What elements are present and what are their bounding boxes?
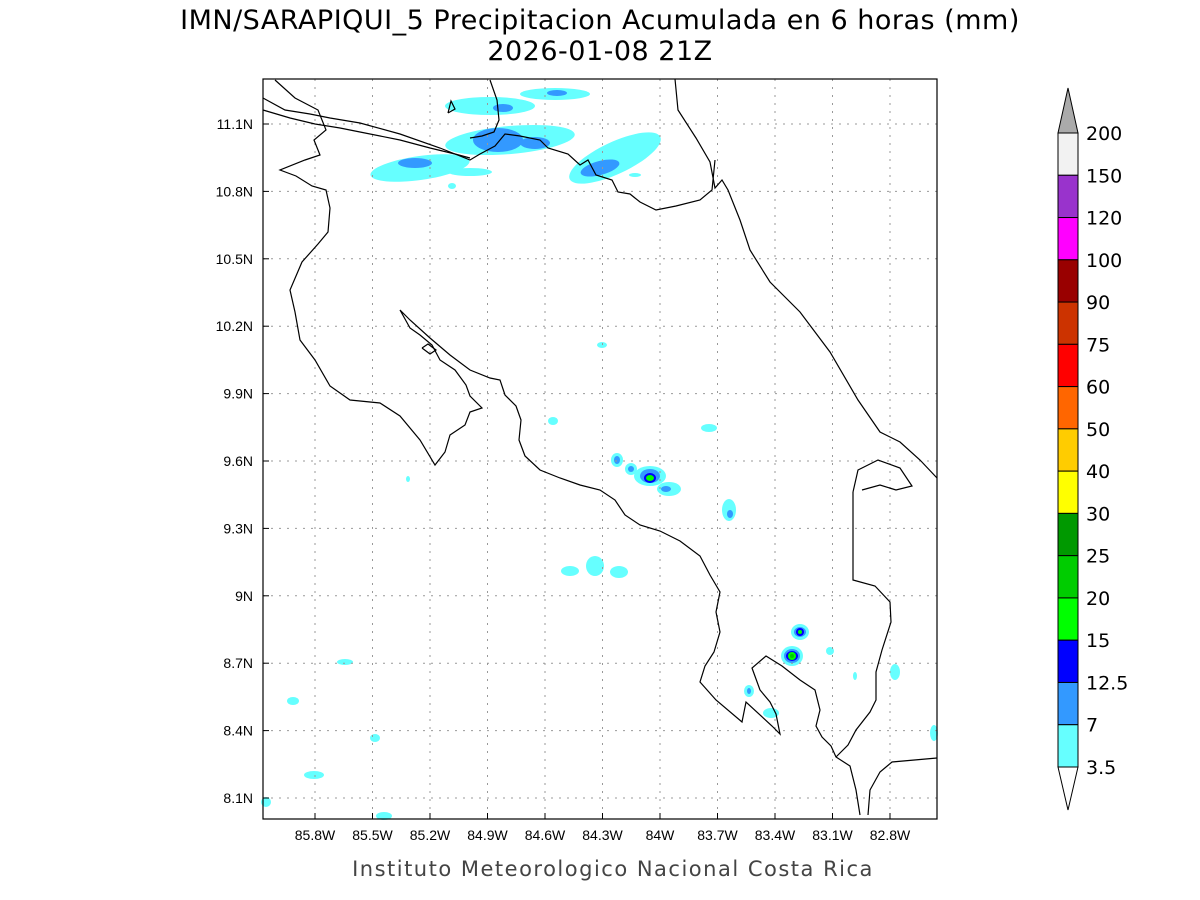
colorbar-label: 50 [1086,419,1110,441]
coastlines-and-borders [262,78,938,816]
colorbar-label: 12.5 [1086,672,1128,694]
colorbar-label: 200 [1086,123,1122,145]
latitude-label: 8.1N [223,790,253,806]
longitude-label: 85.2W [410,827,451,843]
colorbar-label: 40 [1086,461,1110,483]
colorbar-label: 60 [1086,377,1110,399]
colorbar-swatch [1057,470,1079,514]
bocas-coastline [852,459,913,493]
latitude-label: 9N [235,588,253,604]
longitude-label: 84.6W [525,827,566,843]
latitude-labels: 11.1N 10.8N 10.5N 10.2N 9.9N 9.6N 9.3N 9N 8.7N 8.… [216,116,269,806]
colorbar-swatch [1057,386,1079,430]
map-gridlines [263,79,937,819]
colorbar-swatch [1057,681,1079,726]
precipitation-field [261,88,938,820]
nicaragua-border [262,97,716,211]
colorbar-swatch [1057,639,1079,683]
colorbar-swatch [1057,597,1079,641]
lake-island [447,99,456,114]
longitude-labels: 85.8W 85.5W 85.2W 84.9W 84.6W 84.3W 84W 83.7W 83… [295,813,911,843]
longitude-label: 83.4W [755,827,796,843]
colorbar-swatch [1057,512,1079,557]
colorbar-swatch [1057,174,1079,219]
longitude-label: 84.9W [467,827,508,843]
colorbar-label: 150 [1086,165,1122,187]
nicoya-island [421,343,438,355]
colorbar-label: 75 [1086,334,1110,356]
colorbar-swatch [1057,132,1079,176]
colorbar-swatch [1057,301,1079,345]
colorbar-label: 100 [1086,250,1122,272]
colorbar-over-triangle [1057,87,1079,134]
latitude-label: 10.5N [216,251,253,267]
colorbar-label: 90 [1086,292,1110,314]
latitude-label: 9.6N [223,453,253,469]
caribbean-coastline [674,78,938,479]
colorbar-swatch [1057,259,1079,303]
latitude-label: 11.1N [217,116,253,132]
latitude-label: 8.4N [223,723,253,739]
colorbar-legend: 200 150 120 100 90 75 60 50 40 30 25 20 15 12.5 7 3.5 [1057,87,1128,811]
panama-coastline [867,757,938,816]
title-line-2: 2026-01-08 21Z [487,36,712,67]
colorbar-swatch [1057,428,1079,472]
colorbar-swatch [1057,555,1079,599]
latitude-label: 9.9N [223,386,253,402]
longitude-label: 83.7W [697,827,738,843]
colorbar-label: 7 [1086,715,1098,737]
latitude-label: 9.3N [223,520,253,536]
colorbar-label: 3.5 [1086,757,1116,779]
precip-3.5mm-areas [261,88,938,820]
colorbar-swatch [1057,217,1079,261]
lake-shore-east [469,79,500,139]
longitude-label: 83.1W [812,827,853,843]
pacific-coastline [274,79,861,816]
colorbar-swatch [1057,724,1079,768]
longitude-label: 82.8W [870,827,911,843]
title-line-1: IMN/SARAPIQUI_5 Precipitacion Acumulada … [180,5,1020,36]
lake-nicaragua-shore [262,109,471,159]
latitude-label: 10.8N [216,183,253,199]
colorbar-under-triangle [1057,766,1079,811]
precip-12.5mm-areas [644,473,804,661]
colorbar-label: 30 [1086,503,1110,525]
colorbar-label: 25 [1086,546,1110,568]
colorbar-swatch [1057,343,1079,388]
latitude-label: 8.7N [223,655,253,671]
panama-border [835,492,892,758]
colorbar-label: 120 [1086,208,1122,230]
longitude-label: 85.5W [352,827,393,843]
longitude-label: 84.3W [582,827,623,843]
precip-20mm-areas [790,654,794,658]
map-frame [262,78,938,820]
colorbar-label: 15 [1086,630,1110,652]
longitude-label: 85.8W [295,827,336,843]
longitude-label: 84W [646,827,676,843]
colorbar-label: 20 [1086,588,1110,610]
latitude-label: 10.2N [216,318,253,334]
credit-text: Instituto Meteorologico Nacional Costa R… [352,857,874,881]
